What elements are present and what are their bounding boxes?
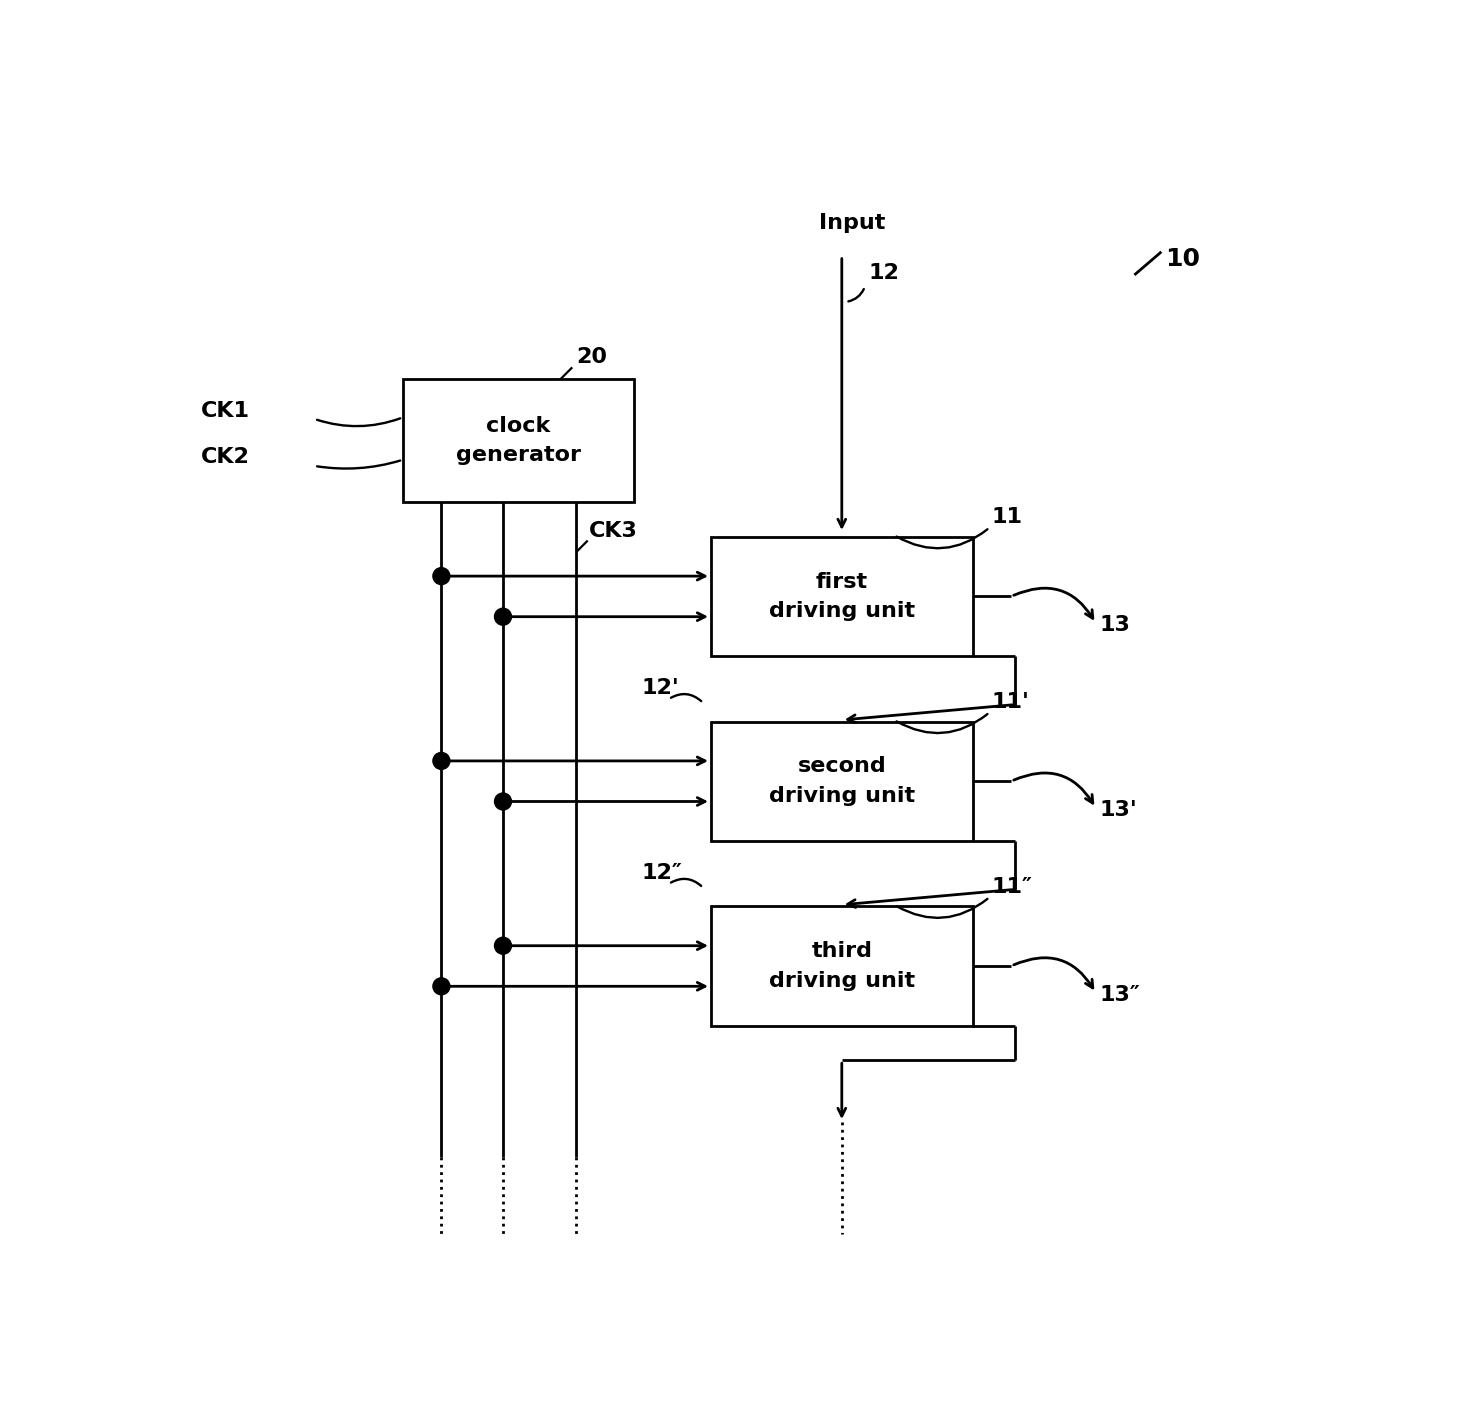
Circle shape bbox=[433, 979, 450, 995]
Circle shape bbox=[495, 938, 511, 955]
Text: 20: 20 bbox=[576, 347, 607, 367]
Text: 11: 11 bbox=[992, 507, 1022, 528]
Text: CK3: CK3 bbox=[589, 521, 638, 541]
Text: 11': 11' bbox=[992, 692, 1030, 712]
Text: CK1: CK1 bbox=[201, 401, 250, 421]
Bar bbox=[403, 378, 635, 503]
Text: 13': 13' bbox=[1100, 799, 1137, 820]
Text: first
driving unit: first driving unit bbox=[768, 572, 915, 621]
Text: 12': 12' bbox=[642, 678, 679, 699]
Circle shape bbox=[495, 609, 511, 626]
Bar bbox=[711, 537, 972, 657]
Text: 13: 13 bbox=[1100, 614, 1131, 635]
Text: clock
generator: clock generator bbox=[455, 415, 580, 466]
Text: 12: 12 bbox=[868, 263, 899, 282]
Text: 10: 10 bbox=[1165, 247, 1200, 271]
Circle shape bbox=[495, 794, 511, 810]
Circle shape bbox=[433, 568, 450, 585]
Bar bbox=[711, 722, 972, 842]
Text: third
driving unit: third driving unit bbox=[768, 942, 915, 991]
Text: 13″: 13″ bbox=[1100, 984, 1140, 1004]
Text: 11″: 11″ bbox=[992, 877, 1033, 897]
Text: second
driving unit: second driving unit bbox=[768, 757, 915, 806]
Text: CK2: CK2 bbox=[201, 448, 250, 467]
Text: 12″: 12″ bbox=[642, 863, 683, 884]
Bar bbox=[711, 907, 972, 1025]
Text: Input: Input bbox=[818, 213, 884, 233]
Circle shape bbox=[433, 753, 450, 770]
